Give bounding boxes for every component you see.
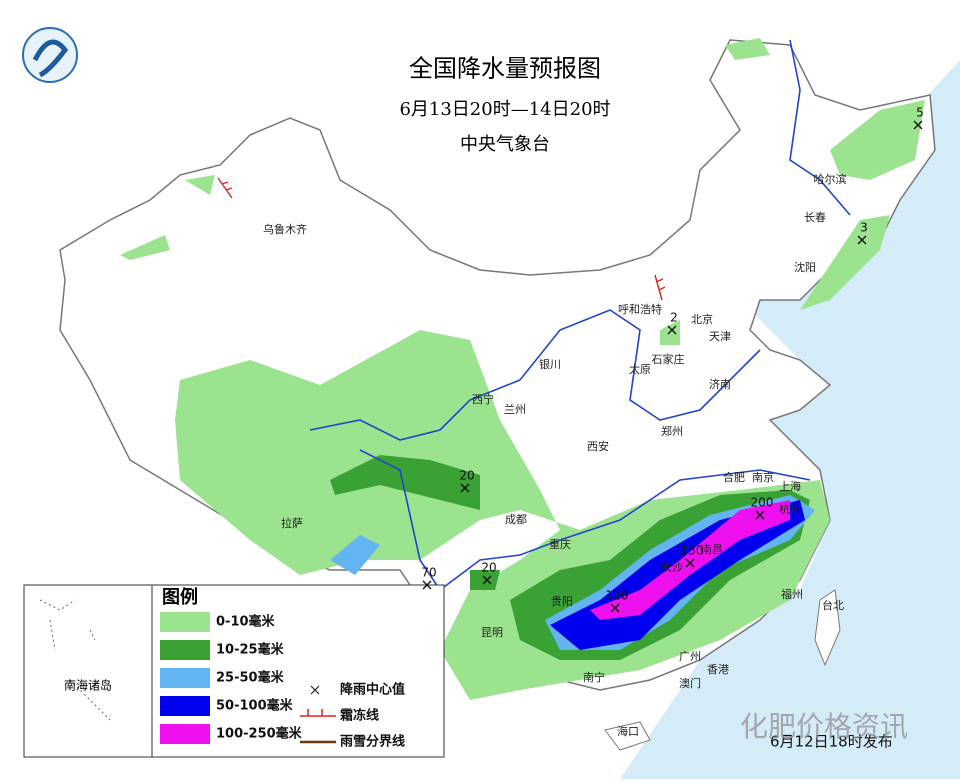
- legend-symbol-label: 雨雪分界线: [340, 734, 405, 750]
- city-label: 贵阳: [551, 595, 573, 608]
- rain-center-value: 2: [670, 311, 678, 325]
- legend-symbol: [310, 685, 320, 695]
- city-label: 上海: [779, 479, 801, 493]
- legend-label: 10-25毫米: [216, 642, 285, 658]
- center-marker: [460, 483, 470, 493]
- logo-mark: [32, 39, 69, 78]
- city-label: 西宁: [472, 392, 494, 406]
- city-label: 广州: [679, 650, 701, 663]
- legend-label: 25-50毫米: [216, 670, 285, 686]
- songhua-river: [789, 39, 851, 216]
- yangtze-river: [359, 449, 811, 592]
- rain-center-value: 200: [751, 496, 774, 510]
- issuer: 中央气象台: [460, 134, 550, 155]
- title: 全国降水量预报图: [409, 55, 601, 83]
- rain-center-value: 70: [421, 566, 436, 580]
- legend: 南海诸岛 图例 0-10毫米 10-25毫米 25-50毫米 50-100毫米 100-…: [23, 584, 445, 758]
- city-label: 南京: [752, 470, 774, 484]
- hainan: [604, 721, 651, 751]
- city-label: 重庆: [549, 537, 571, 551]
- center-marker: [685, 558, 695, 568]
- city-label: 天津: [709, 330, 731, 343]
- center-marker: [913, 120, 923, 130]
- city-label: 南昌: [701, 543, 723, 556]
- subtitle: 6月13日20时—14日20时: [399, 99, 610, 120]
- watermark: 化肥价格资讯: [740, 710, 908, 743]
- city-label: 台北: [822, 598, 844, 612]
- yellow-river: [309, 309, 761, 441]
- city-label: 杭州: [779, 502, 801, 516]
- rain-center-value: 20: [481, 561, 496, 575]
- frost-line: [654, 274, 666, 301]
- logo-ring: [22, 27, 78, 83]
- frost-lines: [217, 177, 666, 301]
- city-label: 哈尔滨: [814, 172, 847, 186]
- city-label: 兰州: [504, 403, 526, 416]
- city-label: 乌鲁木齐: [263, 222, 307, 236]
- center-marker: [482, 575, 492, 585]
- city-label: 石家庄: [652, 352, 685, 366]
- city-label: 澳门: [679, 676, 701, 690]
- rain-center-value: 20: [459, 469, 474, 483]
- legend-symbol: [300, 709, 336, 717]
- city-label: 济南: [709, 377, 731, 391]
- city-label: 北京: [691, 312, 713, 326]
- city-label: 长春: [804, 211, 826, 224]
- legend-label: 50-100毫米: [216, 698, 294, 714]
- center-marker: [667, 325, 677, 335]
- center-marker: [610, 603, 620, 613]
- center-marker: [857, 235, 867, 245]
- center-marker: [422, 580, 432, 590]
- taiwan: [814, 589, 841, 667]
- city-label: 长沙: [661, 561, 683, 574]
- rain-center-value: 3: [860, 221, 868, 235]
- city-label: 拉萨: [281, 516, 303, 530]
- city-label: 昆明: [481, 626, 503, 639]
- legend-swatch: [160, 724, 210, 744]
- inset-label: 南海诸岛: [64, 678, 112, 693]
- city-label: 合肥: [723, 470, 745, 484]
- city-label: 香港: [707, 663, 729, 676]
- inset-islands: [39, 599, 111, 721]
- footer: 6月12日18时发布: [770, 733, 893, 751]
- rain-center-value: 150: [681, 544, 704, 558]
- city-label: 成都: [505, 513, 527, 526]
- center-marker: [755, 510, 765, 520]
- rain-25-50: [330, 495, 815, 650]
- city-label: 沈阳: [794, 260, 816, 274]
- city-label: 郑州: [661, 424, 683, 438]
- rain-areas: [120, 38, 925, 700]
- city-label: 南宁: [583, 670, 605, 684]
- rain-10-25: [330, 455, 810, 660]
- legend-swatch: [160, 640, 210, 660]
- city-label: 银川: [539, 357, 561, 371]
- rain-center-value: 5: [916, 106, 924, 120]
- city-label: 呼和浩特: [618, 302, 662, 316]
- frost-line: [217, 177, 233, 199]
- rain-100-250: [590, 500, 790, 620]
- city-label: 海口: [617, 724, 639, 738]
- legend-swatch: [160, 612, 210, 632]
- legend-swatch: [160, 696, 210, 716]
- legend-label: 0-10毫米: [216, 614, 276, 630]
- logo: [22, 27, 78, 83]
- city-label: 太原: [629, 363, 651, 376]
- legend-label: 100-250毫米: [216, 726, 303, 742]
- inset-box: [23, 584, 153, 758]
- legend-symbol-label: 降雨中心值: [340, 682, 405, 698]
- rivers: [309, 39, 851, 592]
- rain-center-value: 120: [606, 589, 629, 603]
- legend-swatch: [160, 668, 210, 688]
- legend-symbol-label: 霜冻线: [339, 708, 379, 724]
- city-label: 福州: [781, 587, 803, 601]
- legend-title: 图例: [162, 586, 198, 608]
- city-label: 西安: [587, 439, 609, 453]
